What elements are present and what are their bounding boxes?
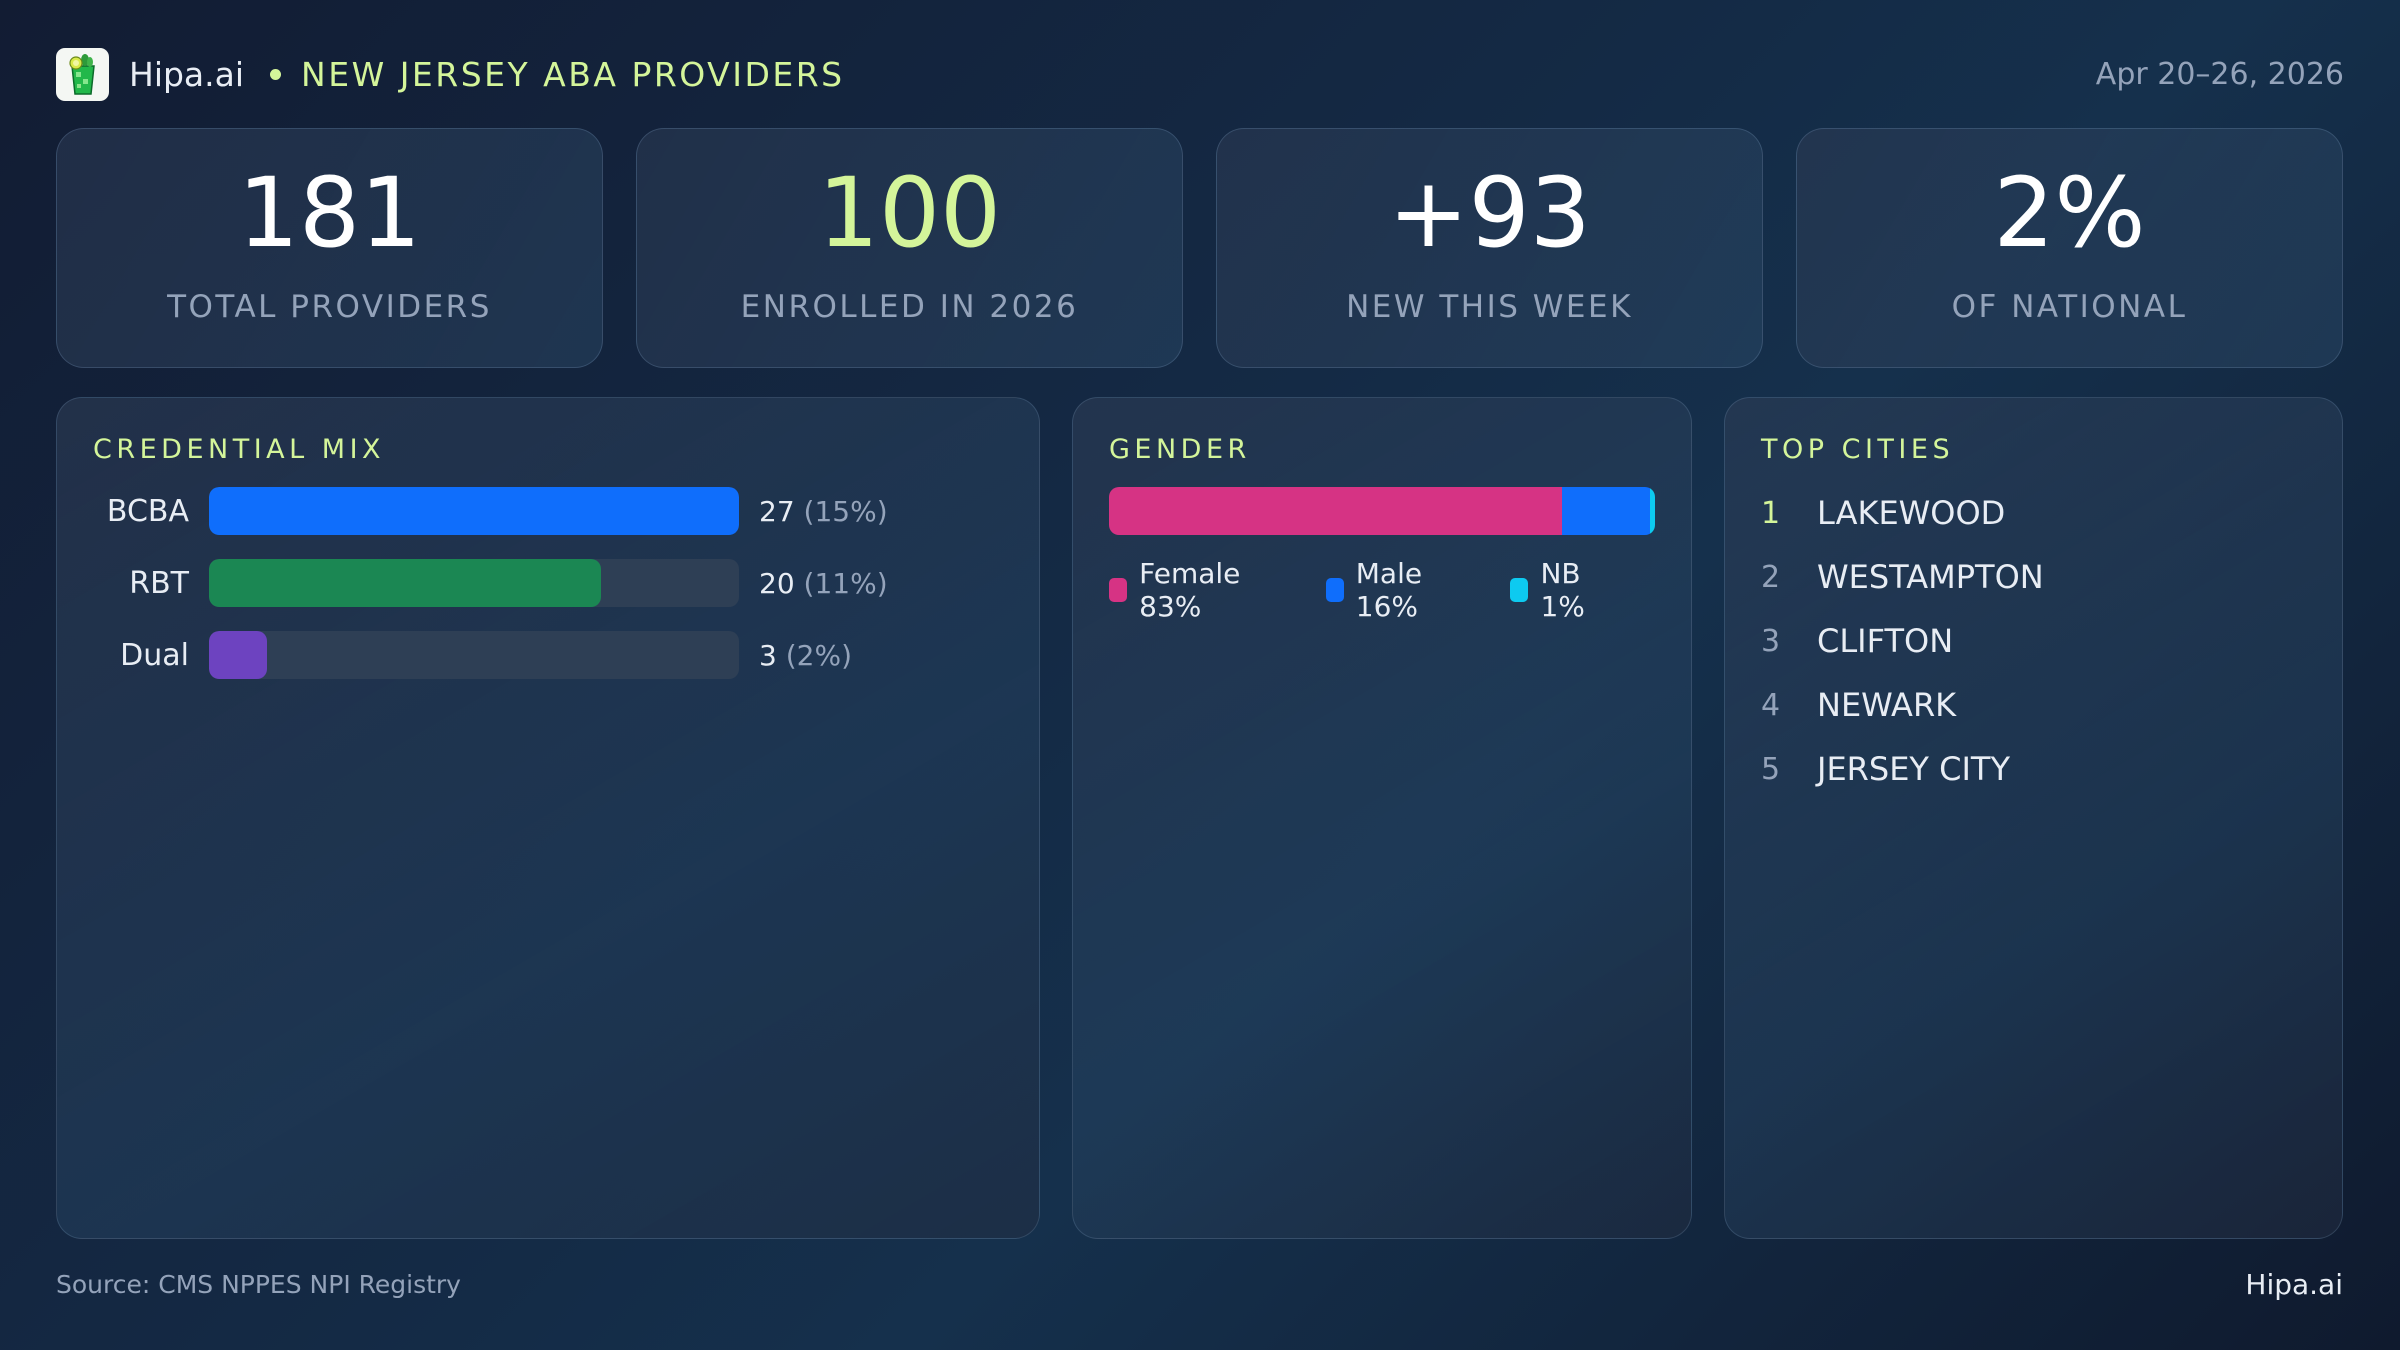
credential-row-rbt: RBT 20 (11%) [93,559,1003,607]
city-rank: 5 [1761,751,1781,787]
credential-pct: (2%) [785,638,853,672]
credential-label: BCBA [106,493,189,529]
credential-mix-panel: CREDENTIAL MIX BCBA 27 (15%) RBT 20 (11%… [56,397,1040,1239]
credential-bar-track [209,631,739,679]
panels-row: CREDENTIAL MIX BCBA 27 (15%) RBT 20 (11%… [56,397,2343,1239]
legend-swatch [1510,578,1529,602]
stat-value: +93 [1388,157,1591,269]
stat-value: 2% [1993,157,2146,269]
gender-segment-female [1109,487,1563,535]
separator-dot [270,68,282,80]
legend-swatch [1325,578,1344,602]
legend-label: Female 83% [1139,557,1241,623]
credential-pct: (15%) [803,494,888,528]
gender-legend: Female 83% Male 16% NB 1% [1109,557,1655,623]
city-name: NEWARK [1817,686,1957,724]
credential-bar-track [209,487,739,535]
credential-value: 20 (11%) [759,567,888,600]
gender-segment-nb [1649,487,1655,535]
legend-item-female: Female 83% [1109,557,1296,623]
stat-card-of-national: 2% OF NATIONAL [1796,128,2343,368]
city-name: JERSEY CITY [1817,750,2011,788]
panel-title: CREDENTIAL MIX [93,434,386,465]
page-title: NEW JERSEY ABA PROVIDERS [301,54,845,94]
credential-bar-fill [209,559,602,607]
stat-label: OF NATIONAL [1951,289,2188,325]
gender-stacked-bar [1109,487,1655,535]
panel-title: GENDER [1109,434,1251,465]
credential-row-bcba: BCBA 27 (15%) [93,487,1003,535]
gender-segment-male [1562,487,1650,535]
city-rank: 2 [1761,559,1781,595]
stat-card-enrolled: 100 ENROLLED IN 2026 [636,128,1183,368]
city-list: 1 LAKEWOOD 2 WESTAMPTON 3 CLIFTON 4 NEWA… [1761,481,2306,801]
date-range: Apr 20–26, 2026 [2095,56,2344,92]
credential-bar-track [209,559,739,607]
credential-count: 27 [759,494,795,528]
list-item: 4 NEWARK [1761,673,2306,737]
credential-pct: (11%) [803,566,888,600]
city-name: LAKEWOOD [1817,494,2006,532]
footer-brand: Hipa.ai [2245,1268,2343,1301]
city-rank: 1 [1761,495,1781,531]
list-item: 3 CLIFTON [1761,609,2306,673]
list-item: 2 WESTAMPTON [1761,545,2306,609]
mojito-glass-icon [56,47,109,101]
credential-count: 3 [759,638,777,672]
stat-value: 100 [817,157,1002,269]
city-rank: 3 [1761,623,1781,659]
stat-card-new-this-week: +93 NEW THIS WEEK [1216,128,1763,368]
list-item: 5 JERSEY CITY [1761,737,2306,801]
header: Hipa.ai NEW JERSEY ABA PROVIDERS Apr 20–… [56,46,2344,102]
credential-count: 20 [759,566,795,600]
panel-title: TOP CITIES [1761,434,1955,465]
gender-panel: GENDER Female 83% Male 16% NB 1% [1072,397,1692,1239]
brand-name: Hipa.ai [129,54,245,94]
stat-value: 181 [237,157,422,269]
credential-bar-fill [209,631,268,679]
credential-value: 27 (15%) [759,495,888,528]
stat-card-total-providers: 181 TOTAL PROVIDERS [56,128,603,368]
legend-swatch [1109,578,1128,602]
city-rank: 4 [1761,687,1781,723]
top-cities-panel: TOP CITIES 1 LAKEWOOD 2 WESTAMPTON 3 CLI… [1724,397,2343,1239]
list-item: 1 LAKEWOOD [1761,481,2306,545]
credential-value: 3 (2%) [759,639,852,672]
stat-label: TOTAL PROVIDERS [167,289,492,325]
stat-label: NEW THIS WEEK [1346,289,1633,325]
credential-row-dual: Dual 3 (2%) [93,631,1003,679]
credential-label: RBT [129,565,189,601]
credential-label: Dual [120,637,189,673]
legend-item-nb: NB 1% [1510,557,1625,623]
stat-label: ENROLLED IN 2026 [740,289,1079,325]
city-name: WESTAMPTON [1817,558,2044,596]
legend-label: Male 16% [1355,557,1423,623]
credential-bar-fill [209,487,739,535]
city-name: CLIFTON [1817,622,1954,660]
stats-row: 181 TOTAL PROVIDERS 100 ENROLLED IN 2026… [56,128,2343,368]
legend-item-male: Male 16% [1325,557,1481,623]
footer-source: Source: CMS NPPES NPI Registry [56,1270,461,1299]
legend-label: NB 1% [1540,557,1585,623]
